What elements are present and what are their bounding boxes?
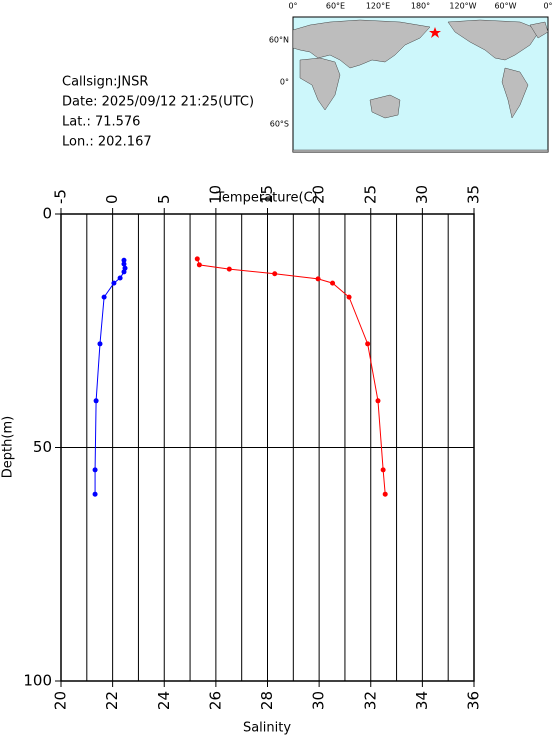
latitude: Lat.: 71.576 [62, 115, 140, 130]
x-tick-label: 34 [413, 691, 431, 710]
data-point [375, 398, 381, 404]
data-point [346, 294, 352, 300]
map-lon-label: 0° [543, 2, 552, 11]
callsign: Callsign:JNSR [62, 75, 148, 90]
x-tick-label: 24 [155, 691, 173, 710]
x-tick-label: 26 [206, 691, 224, 710]
x2-tick-label: -5 [52, 189, 70, 204]
data-point [330, 280, 336, 286]
data-point [382, 491, 388, 497]
x-tick-label: 36 [465, 691, 483, 710]
x2-tick-label: 5 [155, 194, 173, 204]
data-point [121, 269, 127, 275]
x2-tick-label: 10 [206, 185, 224, 204]
map-lat-label: 60°S [270, 120, 289, 129]
map-lat-label: 60°N [269, 36, 289, 45]
map-lon-label: 120°W [449, 2, 476, 11]
data-point [315, 276, 321, 282]
y-tick-label: 100 [23, 672, 52, 690]
date: Date: 2025/09/12 21:25(UTC) [62, 95, 254, 110]
y-tick-label: 0 [42, 205, 52, 223]
map-land [293, 19, 548, 152]
data-point [121, 257, 127, 263]
data-point [380, 467, 386, 473]
data-point [93, 398, 99, 404]
x2-axis-label: Temperature(C) [215, 191, 318, 206]
x-tick-label: 28 [258, 691, 276, 710]
plot-frame [60, 213, 475, 682]
data-point [121, 261, 127, 267]
data-point [101, 294, 107, 300]
x2-tick-label: 25 [361, 185, 379, 204]
station-info: Callsign:JNSR Date: 2025/09/12 21:25(UTC… [62, 75, 254, 150]
map-lon-label: 60°E [326, 2, 345, 11]
profile-line [94, 260, 126, 495]
x2-tick-label: 20 [310, 185, 328, 204]
data-point [92, 491, 98, 497]
station-marker [429, 27, 441, 38]
data-point [226, 266, 232, 272]
y-axis-label: Depth(m) [1, 416, 16, 478]
data-point [117, 275, 123, 281]
data-point [111, 280, 117, 286]
data-point [97, 341, 103, 347]
x2-tick-label: 0 [103, 194, 121, 204]
x2-tick-label: 15 [258, 185, 276, 204]
data-point [92, 467, 98, 473]
longitude: Lon.: 202.167 [62, 135, 152, 150]
x-tick-label: 32 [361, 691, 379, 710]
x-axis-label: Salinity [243, 721, 291, 736]
x-tick-label: 30 [310, 691, 328, 710]
map-lon-label: 60°W [494, 2, 516, 11]
profile-line [196, 258, 386, 495]
x-tick-label: 20 [52, 691, 70, 710]
x2-tick-label: 35 [465, 185, 483, 204]
x2-tick-label: 30 [413, 185, 431, 204]
data-point [365, 341, 371, 347]
map-lon-label: 120°E [366, 2, 390, 11]
x-tick-label: 22 [103, 691, 121, 710]
data-point [196, 262, 202, 268]
data-point [272, 271, 278, 277]
data-point [194, 256, 200, 262]
map-lat-label: 0° [280, 78, 289, 87]
world-map [292, 16, 549, 153]
map-lon-label: 180° [411, 2, 430, 11]
map-lon-label: 0° [288, 2, 297, 11]
y-tick-label: 50 [33, 438, 52, 456]
